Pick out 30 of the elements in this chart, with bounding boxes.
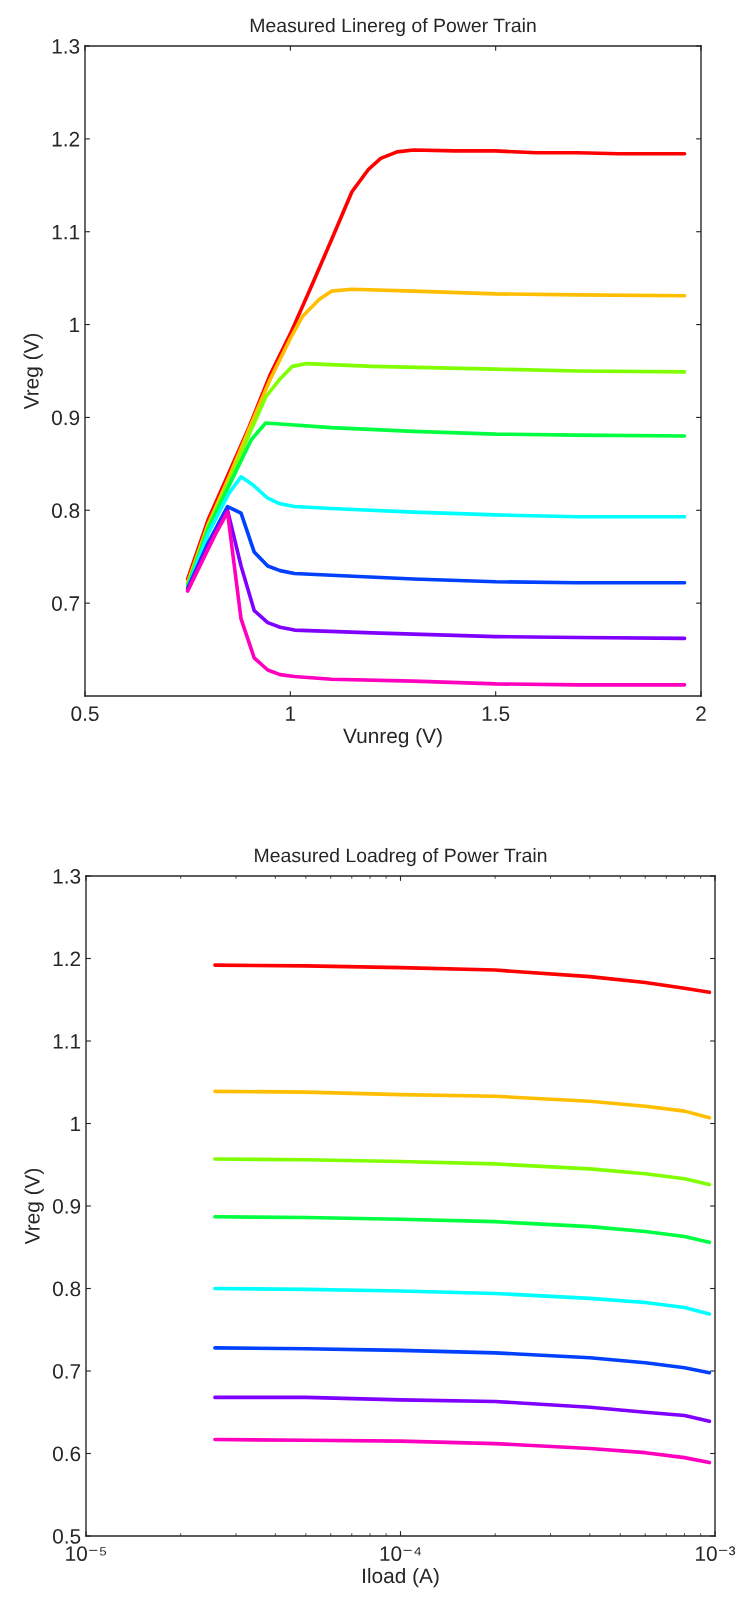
y-tick-label: 0.7: [52, 1364, 81, 1379]
x-axis-title: Iload (A): [363, 1567, 439, 1588]
x-tick-label: 1.5: [482, 706, 510, 722]
y-tick-label: 1: [71, 1116, 81, 1132]
y-tick-label: 0.8: [52, 1281, 81, 1297]
y-tick-label: 1.1: [52, 224, 80, 240]
x-tick-label: 1: [286, 706, 296, 721]
y-tick-label: 0.7: [51, 596, 80, 611]
y-tick-label: 1.2: [52, 131, 80, 147]
x-axis-title: Vunreg (V): [343, 727, 442, 748]
y-axis-title: Vreg (V): [24, 1168, 44, 1245]
y-tick-label: 0.6: [52, 1446, 81, 1462]
y-tick-label: 0.9: [52, 1199, 81, 1214]
chart-title: Measured Linereg of Power Train: [250, 18, 536, 37]
line-series: [185, 510, 687, 687]
y-tick-label: 0.5: [52, 1529, 81, 1544]
y-tick-label: 0.9: [51, 410, 80, 426]
y-tick-label: 0.8: [51, 503, 80, 519]
y-tick-label: 1.2: [53, 951, 81, 967]
y-tick-label: 1: [70, 317, 80, 333]
y-tick-label: 1.1: [53, 1034, 81, 1049]
x-tick-label: 2: [696, 706, 706, 721]
y-axis-title: Vreg (V): [23, 333, 43, 410]
y-tick-label: 1.3: [53, 869, 81, 884]
x-tick-label: 10⁻³: [696, 1546, 736, 1562]
x-tick-label: 10⁻⁴: [380, 1546, 422, 1562]
x-tick-label: 10⁻⁵: [66, 1546, 107, 1562]
line-series: [185, 421, 687, 589]
y-tick-label: 1.3: [52, 39, 80, 54]
chart-title: Measured Loadreg of Power Train: [255, 848, 547, 867]
